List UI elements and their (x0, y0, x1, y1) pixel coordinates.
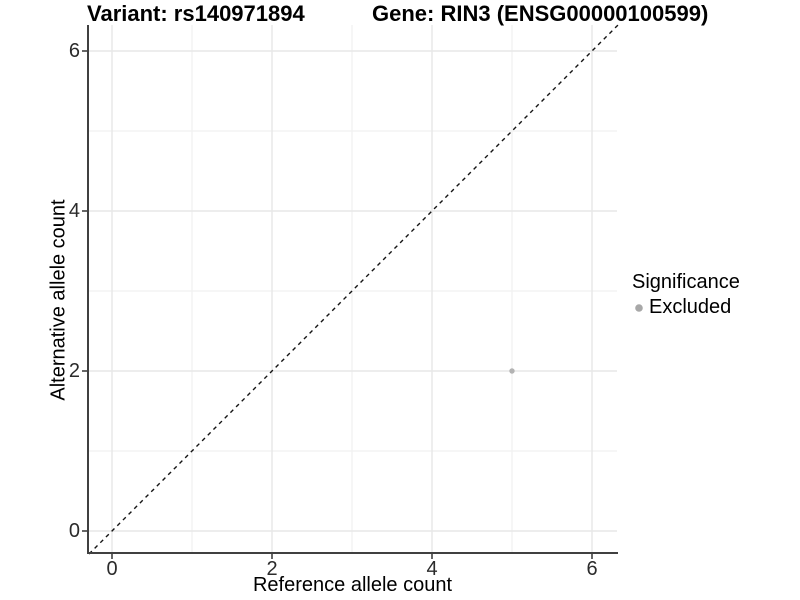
y-axis-title: Alternative allele count (47, 199, 70, 401)
gridlines-major (89, 25, 617, 552)
legend: Significance Excluded (632, 270, 740, 319)
y-tick-label-4: 4 (68, 200, 80, 222)
identity-line (88, 24, 619, 555)
y-tick-label-0: 0 (68, 520, 80, 542)
legend-title: Significance (632, 271, 740, 293)
x-axis-ticks (111, 554, 593, 559)
legend-item-excluded: Excluded (632, 295, 740, 319)
plot-title-gene: Gene: RIN3 (ENSG00000100599) (372, 1, 709, 26)
gridlines-minor (89, 25, 617, 552)
y-tick-label-6: 6 (68, 40, 80, 62)
x-tick-label-6: 6 (586, 558, 598, 580)
x-tick-label-0: 0 (106, 558, 118, 580)
y-tick-label-2: 2 (68, 360, 80, 382)
legend-point-icon (635, 304, 643, 312)
x-tick-label-4: 4 (426, 558, 438, 580)
plot-title-variant: Variant: rs140971894 (87, 1, 305, 26)
data-point (509, 368, 515, 374)
legend-item-label: Excluded (649, 295, 732, 318)
x-axis-title: Reference allele count (252, 574, 452, 596)
legend-dot (635, 304, 643, 312)
y-axis-ticks (82, 50, 87, 532)
x-tick-label-2: 2 (266, 558, 278, 580)
